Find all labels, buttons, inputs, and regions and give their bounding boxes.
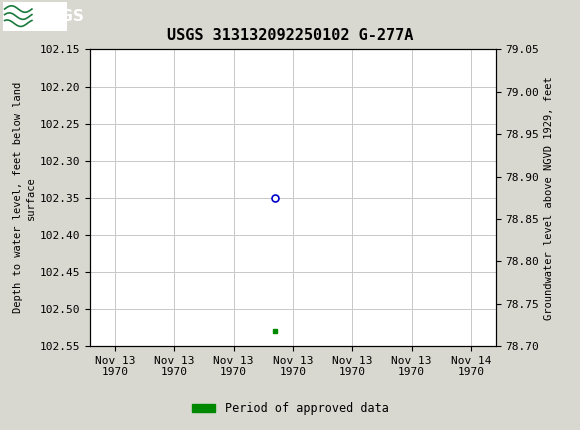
Text: USGS: USGS bbox=[38, 9, 85, 24]
Y-axis label: Groundwater level above NGVD 1929, feet: Groundwater level above NGVD 1929, feet bbox=[543, 76, 553, 319]
Text: USGS 313132092250102 G-277A: USGS 313132092250102 G-277A bbox=[167, 28, 413, 43]
Y-axis label: Depth to water level, feet below land
surface: Depth to water level, feet below land su… bbox=[13, 82, 35, 313]
Legend: Period of approved data: Period of approved data bbox=[187, 397, 393, 420]
FancyBboxPatch shape bbox=[3, 2, 67, 31]
